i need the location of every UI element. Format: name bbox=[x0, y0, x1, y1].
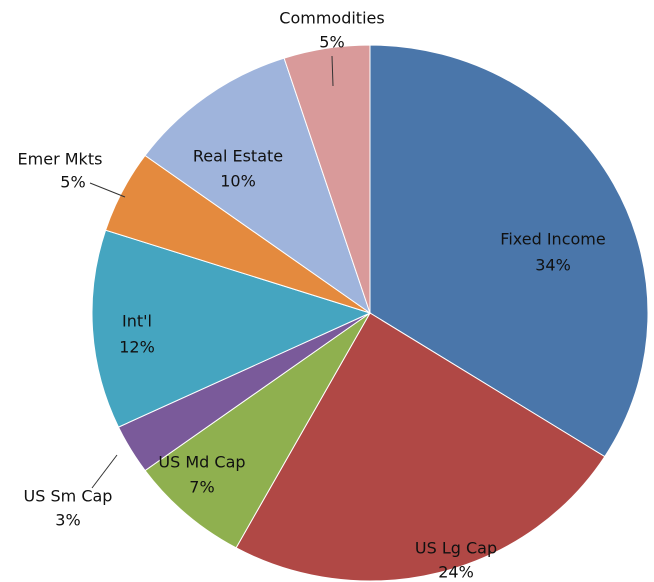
slice-value-label: 12% bbox=[119, 338, 155, 357]
slice-label: Real Estate bbox=[193, 147, 283, 166]
pie-slice bbox=[144, 312, 371, 549]
slice-label: US Lg Cap bbox=[415, 539, 497, 558]
slice-label: Commodities bbox=[279, 9, 384, 28]
pie-slice bbox=[283, 44, 371, 314]
slice-value-label: 24% bbox=[438, 563, 474, 582]
slice-value-label: 34% bbox=[535, 256, 571, 275]
slice-label: US Md Cap bbox=[158, 453, 245, 472]
slice-label: Int'l bbox=[122, 312, 152, 331]
pie-slice bbox=[91, 229, 372, 428]
slice-label: US Sm Cap bbox=[24, 487, 113, 506]
slice-value-label: 7% bbox=[189, 478, 214, 497]
slice-value-label: 5% bbox=[60, 173, 85, 192]
slice-value-label: 10% bbox=[220, 172, 256, 191]
leader-line bbox=[331, 55, 334, 87]
slice-value-label: 5% bbox=[319, 33, 344, 52]
leader-line bbox=[89, 182, 126, 198]
slice-label: Emer Mkts bbox=[18, 150, 103, 169]
pie-slice bbox=[144, 57, 371, 315]
pie-slice bbox=[235, 312, 606, 582]
leader-line bbox=[91, 454, 118, 489]
slice-label: Fixed Income bbox=[500, 230, 605, 249]
pie-slice bbox=[369, 44, 649, 458]
slice-value-label: 3% bbox=[55, 511, 80, 530]
